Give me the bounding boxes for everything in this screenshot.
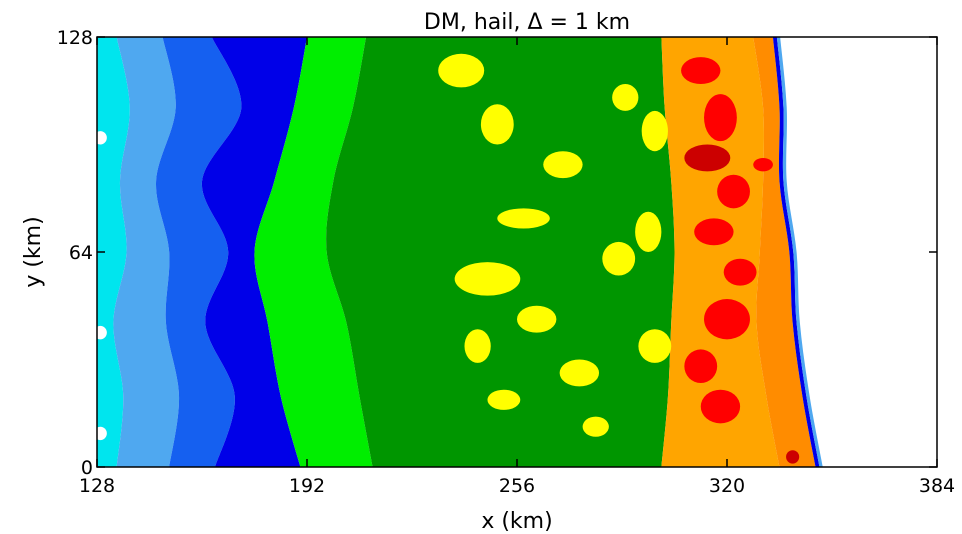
yellow-patch-10	[612, 84, 639, 111]
yellow-patch-0	[438, 53, 485, 88]
y-tick-label-0: 0	[81, 457, 93, 479]
yellow-patch-3	[497, 208, 550, 229]
chart-title: DM, hail, Δ = 1 km	[424, 10, 630, 35]
hail-core-0	[681, 57, 721, 85]
yellow-patch-14	[635, 211, 662, 252]
region-edge-cyan	[776, 37, 823, 467]
yellow-patch-6	[464, 329, 491, 363]
hail-core-8	[700, 389, 741, 424]
x-tick-label-1: 192	[289, 475, 325, 497]
hail-core-1	[704, 94, 737, 142]
yellow-patch-4	[454, 262, 521, 296]
yellow-patch-2	[543, 151, 583, 179]
y-tick-label-2: 128	[57, 27, 93, 49]
region-green	[254, 37, 373, 467]
yellow-patch-13	[641, 110, 668, 152]
white-gap-0	[97, 325, 107, 340]
yellow-patch-12	[638, 329, 672, 363]
hail-core-5	[723, 258, 757, 286]
x-tick-label-2: 256	[499, 475, 535, 497]
hail-core-9	[786, 450, 800, 464]
region-blue	[155, 37, 242, 467]
region-front-edge	[753, 37, 816, 467]
x-tick-label-4: 384	[919, 475, 955, 497]
region-cyan	[97, 37, 130, 467]
hail-core-6	[704, 299, 750, 340]
yellow-patch-9	[602, 241, 636, 276]
white-gap-1	[97, 131, 107, 145]
axis-ticks: 128 192 256 320 384 0 64 128	[57, 27, 955, 497]
hail-core-2	[684, 144, 731, 172]
x-tick-label-3: 320	[709, 475, 745, 497]
hail-core-10	[753, 157, 773, 172]
yellow-patch-11	[582, 416, 609, 437]
y-tick-label-1: 64	[69, 242, 93, 264]
x-tick-label-0: 128	[79, 475, 115, 497]
region-dark-green	[326, 37, 675, 467]
hail-core-4	[694, 218, 734, 246]
hail-core-7	[684, 349, 718, 384]
heatmap-field	[97, 37, 937, 467]
region-dark-blue	[201, 37, 307, 467]
hail-core-3	[717, 174, 750, 209]
yellow-patch-1	[480, 104, 514, 145]
region-light-blue	[113, 37, 180, 467]
yellow-patch-5	[517, 305, 557, 333]
white-gap-2	[97, 426, 107, 441]
x-axis-label: x (km)	[481, 509, 552, 534]
yellow-patch-7	[559, 359, 600, 387]
y-axis-label: y (km)	[21, 216, 46, 287]
yellow-patch-8	[487, 389, 521, 410]
region-edge-blue	[772, 37, 820, 467]
